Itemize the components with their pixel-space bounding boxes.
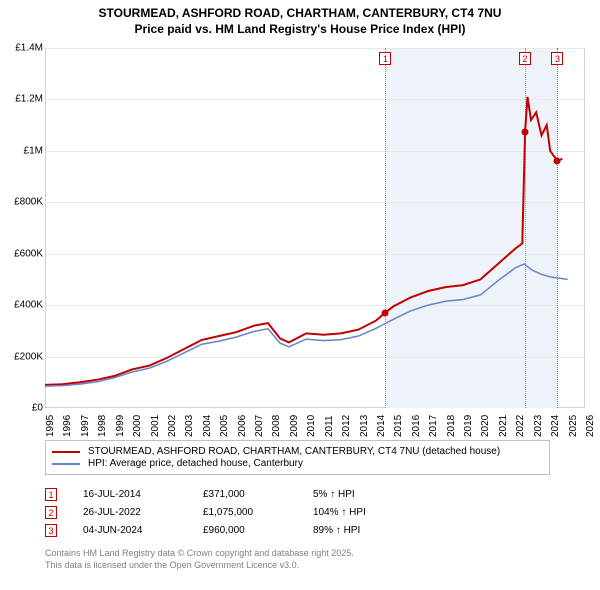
data-cell-date: 16-JUL-2014 <box>83 489 203 500</box>
data-cell-pct: 104% ↑ HPI <box>313 507 423 518</box>
data-cell-pct: 5% ↑ HPI <box>313 489 423 500</box>
data-cell-date: 04-JUN-2024 <box>83 525 203 536</box>
data-cell-date: 26-JUL-2022 <box>83 507 203 518</box>
x-tick-label: 2023 <box>533 417 544 437</box>
data-row-marker: 3 <box>45 524 57 537</box>
x-tick-label: 1999 <box>115 417 126 437</box>
x-tick-label: 2015 <box>393 417 404 437</box>
x-tick-label: 2019 <box>463 417 474 437</box>
series-line-hpi <box>45 264 568 386</box>
x-tick-label: 2003 <box>184 417 195 437</box>
x-tick-label: 2002 <box>167 417 178 437</box>
sales-data-table: 1 16-JUL-2014£371,0005% ↑ HPI 2 26-JUL-2022… <box>45 484 423 540</box>
x-tick-label: 1995 <box>45 417 56 437</box>
x-tick-label: 2021 <box>498 417 509 437</box>
data-row-marker: 2 <box>45 506 57 519</box>
sale-dot <box>382 309 389 316</box>
x-tick-label: 2017 <box>428 417 439 437</box>
legend-swatch <box>52 463 80 465</box>
x-tick-label: 2025 <box>568 417 579 437</box>
x-tick-label: 2001 <box>150 417 161 437</box>
legend: STOURMEAD, ASHFORD ROAD, CHARTHAM, CANTE… <box>45 440 550 475</box>
x-tick-label: 2026 <box>585 417 596 437</box>
x-tick-label: 1996 <box>62 417 73 437</box>
x-tick-label: 2004 <box>202 417 213 437</box>
title-line1: STOURMEAD, ASHFORD ROAD, CHARTHAM, CANTE… <box>0 6 600 22</box>
chart-title: STOURMEAD, ASHFORD ROAD, CHARTHAM, CANTE… <box>0 0 600 37</box>
sale-dot <box>522 128 529 135</box>
x-tick-label: 1997 <box>80 417 91 437</box>
footnote: Contains HM Land Registry data © Crown c… <box>45 548 354 571</box>
y-tick-label: £600K <box>3 248 43 259</box>
legend-swatch <box>52 451 80 453</box>
footnote-line2: This data is licensed under the Open Gov… <box>45 560 354 572</box>
y-tick-label: £200K <box>3 351 43 362</box>
line-series-svg <box>45 48 585 408</box>
legend-row: HPI: Average price, detached house, Cant… <box>52 458 543 469</box>
x-tick-label: 2009 <box>289 417 300 437</box>
sale-dot <box>554 158 561 165</box>
x-tick-label: 2008 <box>271 417 282 437</box>
data-cell-price: £1,075,000 <box>203 507 313 518</box>
x-tick-label: 2024 <box>550 417 561 437</box>
data-row: 2 26-JUL-2022£1,075,000104% ↑ HPI <box>45 504 423 520</box>
legend-label: STOURMEAD, ASHFORD ROAD, CHARTHAM, CANTE… <box>88 446 500 457</box>
footnote-line1: Contains HM Land Registry data © Crown c… <box>45 548 354 560</box>
y-tick-label: £0 <box>3 403 43 414</box>
legend-label: HPI: Average price, detached house, Cant… <box>88 458 303 469</box>
legend-row: STOURMEAD, ASHFORD ROAD, CHARTHAM, CANTE… <box>52 446 543 457</box>
series-line-price_paid <box>45 97 562 385</box>
x-tick-label: 2012 <box>341 417 352 437</box>
title-line2: Price paid vs. HM Land Registry's House … <box>0 22 600 38</box>
data-row: 1 16-JUL-2014£371,0005% ↑ HPI <box>45 486 423 502</box>
y-tick-label: £800K <box>3 197 43 208</box>
x-tick-label: 2022 <box>515 417 526 437</box>
x-tick-label: 2010 <box>306 417 317 437</box>
x-tick-label: 2018 <box>446 417 457 437</box>
x-tick-label: 2007 <box>254 417 265 437</box>
x-tick-label: 2016 <box>411 417 422 437</box>
data-cell-pct: 89% ↑ HPI <box>313 525 423 536</box>
x-tick-label: 2000 <box>132 417 143 437</box>
data-row: 3 04-JUN-2024£960,00089% ↑ HPI <box>45 522 423 538</box>
x-tick-label: 1998 <box>97 417 108 437</box>
plot-area: 123 £0£200K£400K£600K£800K£1M£1.2M£1.4M … <box>45 48 585 408</box>
x-tick-label: 2005 <box>219 417 230 437</box>
data-cell-price: £960,000 <box>203 525 313 536</box>
x-tick-label: 2006 <box>237 417 248 437</box>
data-row-marker: 1 <box>45 488 57 501</box>
data-cell-price: £371,000 <box>203 489 313 500</box>
y-tick-label: £1M <box>3 145 43 156</box>
x-tick-label: 2020 <box>480 417 491 437</box>
chart-container: STOURMEAD, ASHFORD ROAD, CHARTHAM, CANTE… <box>0 0 600 590</box>
x-tick-label: 2011 <box>324 417 335 437</box>
y-tick-label: £1.2M <box>3 94 43 105</box>
x-tick-label: 2014 <box>376 417 387 437</box>
x-tick-label: 2013 <box>359 417 370 437</box>
y-tick-label: £1.4M <box>3 43 43 54</box>
y-tick-label: £400K <box>3 300 43 311</box>
